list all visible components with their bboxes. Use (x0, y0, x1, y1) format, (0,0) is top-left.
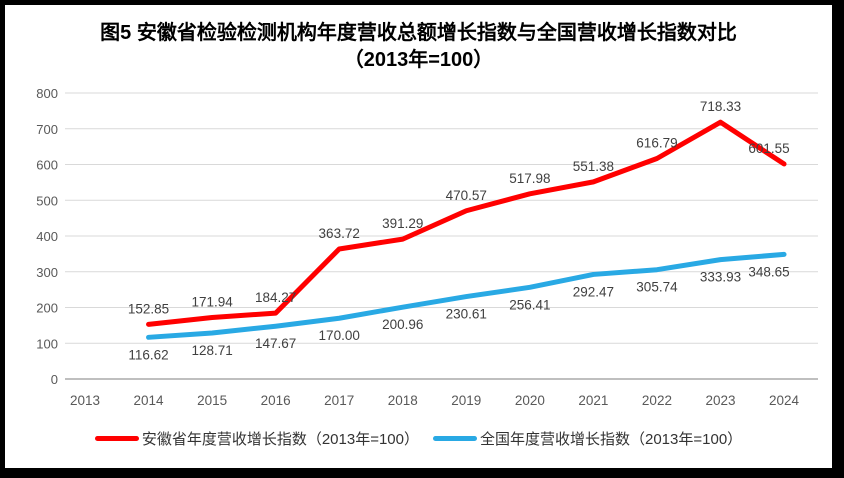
data-label: 128.71 (191, 343, 232, 358)
legend-label-anhui: 安徽省年度营收增长指数（2013年=100） (141, 431, 419, 448)
data-label: 171.94 (191, 295, 233, 310)
y-tick-label: 700 (36, 122, 58, 137)
y-tick-label: 300 (36, 265, 58, 280)
data-label: 391.29 (382, 216, 423, 231)
y-tick-label: 0 (51, 372, 58, 387)
data-label: 363.72 (319, 226, 360, 241)
y-tick-label: 800 (36, 86, 58, 101)
x-tick-label: 2020 (515, 393, 545, 408)
series-line (146, 251, 787, 340)
x-tick-label: 2014 (134, 393, 165, 408)
chart-svg: 0 100 200 300 400 500 600 700 800 2013 2014 2015 201… (36, 86, 818, 408)
legend-line-red-icon (94, 436, 139, 441)
data-label: 348.65 (748, 264, 789, 279)
chart-title-line2: （2013年=100） (343, 49, 494, 71)
x-tick-label: 2013 (70, 393, 100, 408)
x-tick-label: 2023 (705, 393, 735, 408)
data-label: 305.74 (636, 280, 678, 295)
data-label: 170.00 (319, 328, 360, 343)
data-label: 147.67 (255, 336, 296, 351)
x-tick-label: 2018 (388, 393, 418, 408)
chart-title-line1: 图5 安徽省检验检测机构年度营收总额增长指数与全国营收增长指数对比 (100, 22, 737, 44)
data-label: 718.33 (700, 99, 741, 114)
legend-label-national: 全国年度营收增长指数（2013年=100） (480, 431, 743, 448)
series-line (146, 119, 787, 327)
data-label: 616.79 (636, 135, 677, 150)
data-label: 470.57 (446, 188, 487, 203)
legend-item-anhui: 安徽省年度营收增长指数（2013年=100） (94, 428, 419, 449)
y-tick-label: 100 (36, 336, 58, 351)
legend: 安徽省年度营收增长指数（2013年=100） 全国年度营收增长指数（2013年=… (5, 428, 832, 449)
x-tick-label: 2022 (642, 393, 672, 408)
data-label: 230.61 (446, 307, 487, 322)
legend-item-national: 全国年度营收增长指数（2013年=100） (433, 428, 742, 449)
data-label: 601.55 (748, 141, 789, 156)
legend-line-blue-icon (433, 436, 477, 441)
x-tick-label: 2015 (197, 393, 227, 408)
x-tick-label: 2024 (769, 393, 800, 408)
chart-panel: 图5 安徽省检验检测机构年度营收总额增长指数与全国营收增长指数对比 （2013年… (5, 5, 832, 468)
data-label: 256.41 (509, 297, 550, 312)
y-tick-label: 200 (36, 301, 58, 316)
y-tick-label: 600 (36, 158, 58, 173)
data-label: 200.96 (382, 317, 423, 332)
data-label: 517.98 (509, 171, 550, 186)
data-label: 292.47 (573, 284, 614, 299)
y-tick-label: 400 (36, 229, 58, 244)
x-tick-label: 2019 (451, 393, 481, 408)
data-label: 333.93 (700, 270, 741, 285)
data-label: 152.85 (128, 301, 169, 316)
x-tick-label: 2021 (578, 393, 608, 408)
data-label: 116.62 (128, 347, 168, 362)
x-tick-label: 2017 (324, 393, 354, 408)
x-tick-label: 2016 (261, 393, 291, 408)
chart-title: 图5 安徽省检验检测机构年度营收总额增长指数与全国营收增长指数对比 （2013年… (5, 20, 832, 74)
y-tick-label: 500 (36, 193, 58, 208)
data-label: 184.27 (255, 290, 296, 305)
data-label: 551.38 (573, 159, 614, 174)
